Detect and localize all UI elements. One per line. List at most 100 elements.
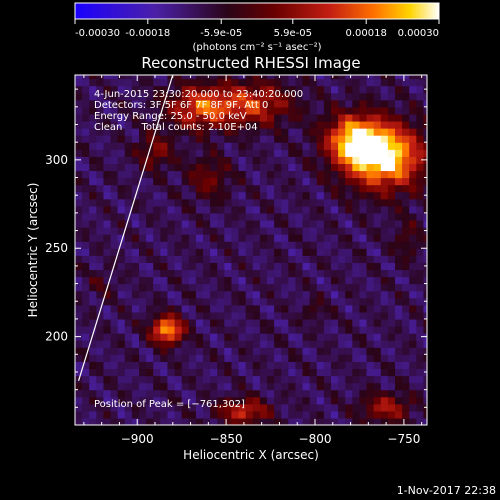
annotation-detectors: Detectors: 3F 5F 6F 7F 8F 9F, Att 0 [94,100,268,111]
heatmap-cell [252,92,261,101]
heatmap-cell [267,326,275,334]
heatmap-cell [124,227,133,235]
heatmap-cell [302,156,311,164]
heatmap-cell [345,361,353,370]
heatmap-cell [103,297,112,306]
heatmap-cell [281,248,289,256]
heatmap-cell [153,389,161,398]
heatmap-cell [195,297,204,306]
heatmap-cell [259,177,268,186]
colorbar-gradient [74,2,440,20]
heatmap-cell [181,354,190,362]
heatmap-cell [252,304,261,313]
heatmap-cell [110,361,119,370]
heatmap-cell [160,333,169,341]
heatmap-cell [331,113,339,122]
annotations: 4-Jun-2015 23:30:20.000 to 23:40:20.000 … [94,89,303,410]
heatmap-cell [352,248,361,256]
heatmap-cell [387,347,396,355]
heatmap-cell [160,347,169,355]
heatmap-cell [217,410,225,419]
heatmap-cell [274,99,282,108]
heatmap-cell [153,177,161,186]
heatmap-cell [416,75,425,80]
heatmap-cell [210,142,218,150]
heatmap-cell [416,78,425,87]
heatmap-cell [238,311,247,320]
heatmap-cell [217,99,225,108]
heatmap-cell [302,106,311,115]
heatmap-cell [259,205,268,214]
heatmap-cell [345,297,353,306]
heatmap-cell [345,99,353,108]
heatmap-cell [359,106,368,115]
heatmap-cell [281,333,289,341]
heatmap-cell [160,318,169,327]
heatmap-cell [89,297,97,306]
heatmap-cell [366,297,375,306]
heatmap-cell [231,333,240,341]
heatmap-cell [281,403,289,412]
heatmap-cell [96,135,105,143]
heatmap-cell [259,311,268,320]
heatmap-cell [281,262,289,271]
heatmap-cell [316,304,325,313]
heatmap-cell [110,135,119,143]
heatmap-cell [139,205,147,214]
heatmap-cell [323,120,332,129]
plot-frame [74,74,428,426]
heatmap-cell [423,170,427,179]
heatmap-cell [195,149,204,157]
heatmap-cell [195,99,204,108]
heatmap-cell [153,113,161,122]
heatmap-cell [309,326,318,334]
heatmap-cell [188,269,197,278]
heatmap-cell [146,403,154,412]
heatmap-cell [338,191,346,200]
heatmap-cell [217,368,225,377]
heatmap-cell [252,361,261,370]
heatmap-cell [174,75,183,80]
heatmap-cell [288,234,297,242]
heatmap-cell [117,326,126,334]
heatmap-cell [245,375,254,384]
heatmap-cell [139,326,147,334]
heatmap-cell [387,326,396,334]
heatmap-cell [75,354,83,362]
heatmap-cell [146,113,154,122]
heatmap-cell [252,113,261,122]
heatmap-cell [203,106,211,115]
heatmap-cell [352,191,361,200]
heatmap-cell [103,326,112,334]
heatmap-cell [302,128,311,136]
heatmap-cell [345,368,353,377]
heatmap-cell [203,135,211,143]
heatmap-cell [387,396,396,405]
heatmap-cell [217,78,225,87]
heatmap-cell [366,184,375,193]
heatmap-cell [96,120,105,129]
heatmap-cell [387,269,396,278]
heatmap-cell [416,99,425,108]
heatmap-cell [345,170,353,179]
heatmap-cell [124,361,133,370]
heatmap-cell [395,297,403,306]
heatmap-cell [331,389,339,398]
heatmap-cell [131,170,140,179]
heatmap-cell [245,290,254,299]
heatmap-cell [288,149,297,157]
annotation-energy: Energy Range: 25.0 - 50.0 keV [94,111,247,122]
heatmap-cell [188,297,197,306]
heatmap-cell [238,234,247,242]
heatmap-cell [338,75,346,80]
heatmap-cell [416,191,425,200]
heatmap-cell [139,227,147,235]
x-tick-label: −800 [299,432,332,446]
heatmap-cell [316,241,325,249]
heatmap-cell [366,318,375,327]
heatmap-cell [75,149,83,157]
heatmap-cell [153,417,161,425]
heatmap-cell [302,113,311,122]
heatmap-cell [82,156,90,164]
heatmap-cell [146,410,154,419]
